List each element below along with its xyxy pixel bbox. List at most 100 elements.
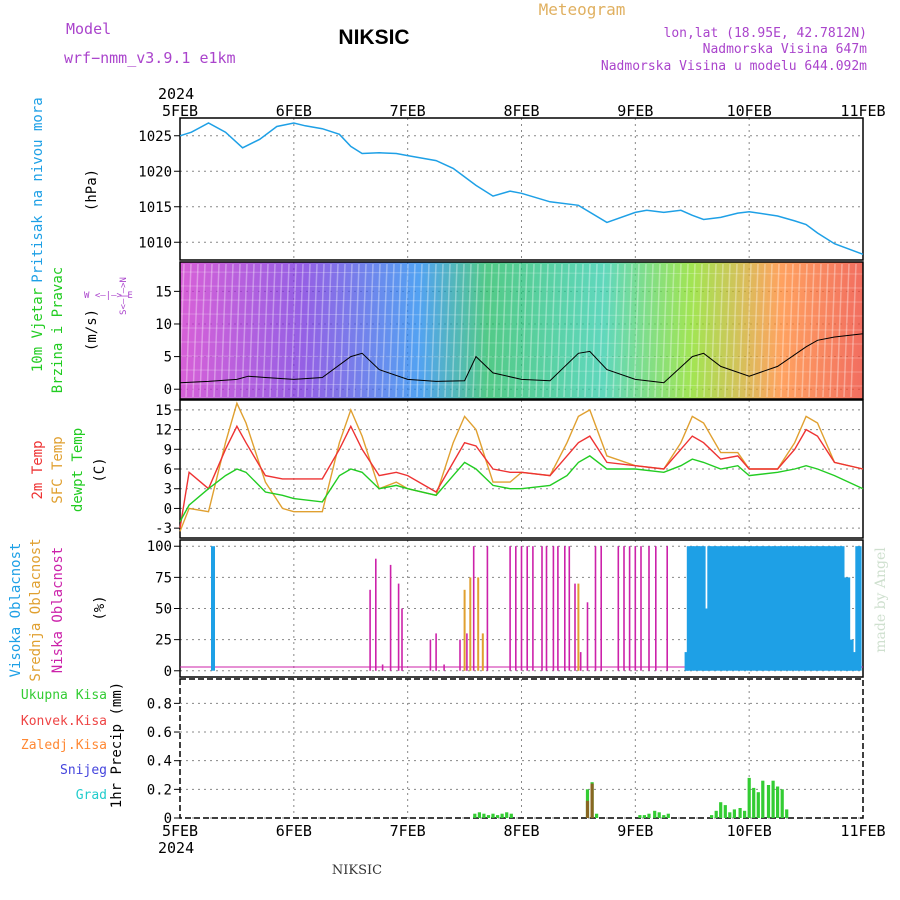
low-cloud-bar (640, 546, 642, 671)
wind-arrow-stroke (402, 263, 409, 398)
low-cloud-bar (568, 546, 571, 671)
pressure-label: Pritisak na nivou mora (30, 97, 46, 282)
cloud-unit: (%) (92, 595, 108, 620)
y-tick-label: 9 (164, 442, 172, 458)
wind-arrow-stroke (584, 263, 591, 398)
wind-arrow-stroke (759, 263, 766, 398)
wind-arrow-stroke (486, 263, 493, 398)
precip-bars (473, 777, 789, 818)
temperature-panel: -3 0 3 6 9 12 15 2m Temp SFC Temp dewpt Temp (… (30, 399, 864, 539)
y-tick-label: 0.2 (147, 782, 172, 798)
year-label-bottom: 2024 (158, 839, 194, 857)
low-cloud-bar (381, 664, 384, 671)
y-tick-label: 100 (147, 539, 172, 555)
bottom-time-axis: 5FEB 6FEB 7FEB 8FEB 9FEB 10FEB 11FEB (162, 822, 886, 840)
high-cloud-bar (829, 546, 834, 671)
cloud-bars (211, 546, 862, 671)
wind-arrow-stroke (815, 263, 822, 398)
wind-arrow-stroke (542, 263, 549, 398)
wind-arrow-stroke (332, 263, 339, 398)
wind-y-ticks: 0 5 10 15 (155, 284, 180, 398)
total-precip-bar (477, 812, 481, 818)
y-tick-label: 10 (155, 317, 172, 333)
temp-label-2: SFC Temp (50, 436, 66, 503)
y-tick-label: 75 (155, 570, 172, 586)
wind-frame (179, 261, 864, 400)
wind-arrow-stroke (255, 263, 262, 398)
high-cloud-bar (806, 546, 811, 671)
precip-legend-total: Ukupna Kisa (21, 688, 107, 703)
high-cloud-bar (838, 546, 843, 671)
high-cloud-bar (851, 652, 856, 671)
sfc-temp-line (179, 401, 864, 532)
high-cloud-bar (781, 546, 786, 671)
wind-arrow-row (179, 355, 864, 359)
wind-arrow-stroke (297, 263, 304, 398)
temp-label-1: 2m Temp (30, 440, 46, 499)
wind-arrow-stroke (472, 263, 479, 398)
low-cloud-bar (600, 546, 602, 671)
mid-cloud-bar (481, 633, 484, 671)
time-tick-label-bottom: 7FEB (390, 822, 426, 840)
total-precip-bar (785, 809, 789, 818)
low-cloud-bar (564, 546, 566, 671)
high-cloud-bar (724, 546, 729, 671)
low-cloud-bar (628, 546, 631, 671)
wind-compass-h: W <—|—> E (84, 291, 133, 301)
wind-arrow-stroke (346, 263, 353, 398)
temp-y-ticks: -3 0 3 6 9 12 15 (155, 403, 180, 537)
low-cloud-bar (552, 546, 555, 671)
wind-arrow-stroke (220, 263, 227, 398)
total-precip-bar (505, 812, 509, 818)
station-title: NIKSIC (338, 26, 409, 49)
wind-arrow-stroke (388, 263, 395, 398)
total-precip-bar (771, 780, 775, 818)
y-tick-label: 0.6 (147, 725, 172, 741)
high-cloud-bar (709, 546, 714, 671)
y-tick-label: 1025 (138, 129, 172, 145)
model-label: Model (66, 20, 111, 38)
high-cloud-bar (855, 546, 860, 671)
time-tick-label-top: 7FEB (390, 102, 426, 120)
low-cloud-bar (545, 546, 548, 671)
low-cloud-bar (375, 558, 377, 671)
total-precip-bar (486, 815, 491, 818)
precip-y-ticks: 0 0.2 0.4 0.6 0.8 (147, 696, 180, 827)
low-cloud-bar (443, 664, 445, 671)
low-cloud-bar (401, 608, 403, 671)
meteogram-title: Meteogram (539, 0, 626, 19)
high-cloud-bar (743, 546, 748, 671)
total-precip-bar (766, 785, 771, 818)
wind-arrow-stroke (185, 263, 192, 398)
high-cloud-bar (758, 546, 763, 671)
wind-arrow-stroke (528, 263, 535, 398)
year-label-top: 2024 (158, 85, 194, 103)
wind-arrow-stroke (535, 263, 542, 398)
top-time-axis: 5FEB 6FEB 7FEB 8FEB 9FEB 10FEB 11FEB (162, 102, 886, 120)
wind-arrow-stroke (822, 263, 829, 398)
high-cloud-bar (738, 546, 743, 671)
high-cloud-bar (211, 546, 215, 671)
wind-arrow-stroke (276, 263, 283, 398)
low-cloud-bar (486, 546, 489, 671)
wind-speed-line (179, 333, 864, 384)
high-cloud-bar (800, 546, 805, 671)
wind-arrow-row (179, 369, 864, 373)
elevation-label: Nadmorska Visina 647m (703, 42, 868, 57)
wind-arrow-stroke (199, 263, 206, 398)
low-cloud-bar (666, 546, 668, 671)
mid-cloud-bar (577, 583, 580, 671)
high-cloud-bar (701, 546, 706, 671)
low-cloud-bar (594, 546, 597, 671)
total-precip-bar (500, 813, 504, 818)
low-cloud-bar (617, 546, 620, 671)
model-elevation-label: Nadmorska Visina u modelu 644.092m (601, 59, 867, 74)
wind-arrow-stroke (738, 263, 745, 398)
wind-arrow-stroke (549, 263, 556, 398)
precip-frame (179, 678, 864, 819)
wind-arrow-stroke (234, 263, 241, 398)
high-cloud-bar (787, 546, 791, 671)
wind-arrow-stroke (206, 263, 213, 398)
high-cloud-bar (752, 546, 757, 671)
